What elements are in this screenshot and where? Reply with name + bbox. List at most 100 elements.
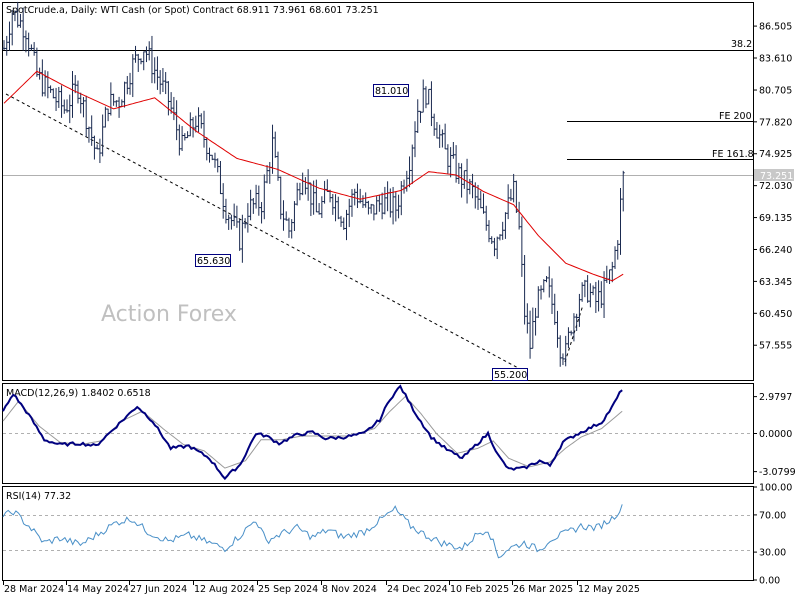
ohlc-bar — [103, 106, 107, 128]
time-axis: 28 Mar 2024 14 May 2024 27 Jun 2024 12 Aug … — [3, 580, 640, 595]
trendline — [5, 93, 523, 371]
ohlc-bar — [221, 183, 225, 219]
ohlc-bar — [246, 203, 250, 233]
ohlc-bar — [90, 115, 94, 146]
ohlc-bar — [446, 144, 450, 174]
rsi-tick-label: 70.00 — [759, 510, 786, 521]
fe-161-8-label: FE 161.8 — [712, 149, 754, 160]
label-55200: 55.200 — [492, 368, 528, 381]
ohlc-bar — [586, 275, 590, 303]
ohlc-bar — [284, 211, 288, 221]
ohlc-bar — [95, 144, 99, 150]
ohlc-bar — [27, 32, 31, 57]
ohlc-bar — [188, 112, 192, 137]
ohlc-bar — [254, 184, 258, 209]
rsi-title: RSI(14) 77.32 — [6, 491, 71, 502]
ohlc-bar — [251, 198, 255, 214]
ohlc-bar — [260, 202, 264, 224]
macd-tick-label: 2.9797 — [759, 392, 792, 403]
ohlc-bar — [487, 220, 491, 243]
ohlc-bar — [292, 201, 296, 231]
ohlc-bar — [569, 330, 573, 336]
ohlc-bar — [583, 279, 587, 298]
rebound-trendline — [564, 304, 584, 363]
ohlc-bar — [566, 327, 570, 349]
ohlc-bar — [372, 204, 376, 221]
ohlc-bar — [418, 110, 422, 123]
ohlc-bar — [57, 86, 61, 108]
ohlc-bar — [273, 131, 277, 158]
ohlc-bar — [468, 178, 472, 195]
ohlc-bar — [588, 283, 592, 308]
ohlc-bar — [309, 182, 313, 217]
ohlc-bar — [438, 124, 442, 148]
ohlc-bar — [416, 99, 420, 134]
ohlc-bar — [364, 192, 368, 208]
ohlc-bar — [621, 170, 625, 212]
ohlc-bar — [240, 214, 244, 263]
ohlc-bar — [180, 126, 184, 152]
ohlc-bar — [495, 236, 499, 260]
ohlc-bar — [520, 216, 524, 277]
description: WTI Cash (or Spot) Contract — [101, 5, 234, 16]
ohlc-bar — [51, 88, 55, 99]
ohlc-bar — [106, 108, 110, 122]
ohlc-bar — [303, 177, 307, 195]
ohlc-bar — [429, 81, 433, 127]
time-tick-label: 14 May 2024 — [67, 584, 129, 595]
price-tick-label: 74.925 — [759, 149, 792, 160]
ohlc-bar — [158, 70, 162, 95]
ohlc-bar — [186, 131, 190, 139]
ohlc-bar — [457, 162, 461, 184]
ohlc-bar — [227, 214, 231, 230]
ohlc-bar — [84, 95, 88, 137]
ohlc-bar — [232, 203, 236, 227]
ohlc-bar — [229, 214, 233, 230]
ohlc-bar — [62, 99, 66, 114]
ohlc-bar — [175, 100, 179, 141]
ohlc-bar — [345, 209, 348, 241]
time-tick-label: 10 Feb 2025 — [450, 584, 509, 595]
ohlc-bar — [202, 110, 206, 148]
ohlc-bar — [547, 266, 551, 298]
ohlc-bar — [164, 72, 168, 95]
ohlc-bar — [125, 76, 129, 95]
price-bars — [2, 1, 625, 367]
ohlc-bar — [262, 174, 266, 220]
ohlc-bar — [443, 123, 447, 150]
ohlc-bar — [460, 163, 464, 198]
ohlc-bar — [120, 99, 124, 108]
ohlc-bar — [109, 82, 113, 116]
last-price-tag: 73.251 — [754, 169, 794, 182]
ohlc-bar — [591, 285, 595, 296]
ohlc-bar — [525, 303, 529, 334]
ohlc-bar — [509, 188, 513, 201]
ohlc-bar — [98, 138, 102, 164]
ohlc-bar — [136, 53, 140, 72]
ohlc-bar — [523, 254, 527, 325]
label-81010: 81.010 — [373, 84, 409, 97]
ohlc-bar — [150, 35, 154, 84]
ohlc-bar — [7, 21, 11, 51]
ohlc-bar — [197, 107, 201, 132]
ohlc-bar — [65, 99, 69, 113]
ohlc-bar — [380, 192, 384, 220]
price-tick-label: 77.820 — [759, 117, 792, 128]
rsi-line — [2, 504, 623, 559]
ohlc-bar — [218, 160, 222, 195]
ohlc-bar — [432, 113, 436, 136]
ohlc-bar — [142, 51, 146, 71]
last-price-text: 73.251 — [760, 171, 793, 182]
label-low-text: 55.200 — [494, 370, 527, 381]
ohlc-bar — [183, 133, 187, 141]
ohlc-bar — [531, 307, 535, 349]
ohlc-bar — [542, 279, 546, 293]
ohlc-bar — [172, 96, 176, 121]
symbol: SpotCrude.a — [6, 5, 65, 16]
ohlc-bar — [134, 45, 138, 63]
ohlc-bar — [323, 180, 327, 204]
chart-header: SpotCrude.a, Daily: WTI Cash (or Spot) C… — [6, 5, 379, 16]
ohlc-bar — [276, 151, 280, 181]
rsi-axis: 100.00 70.00 30.00 0.00 — [753, 483, 792, 587]
ohlc-bar — [331, 193, 335, 215]
